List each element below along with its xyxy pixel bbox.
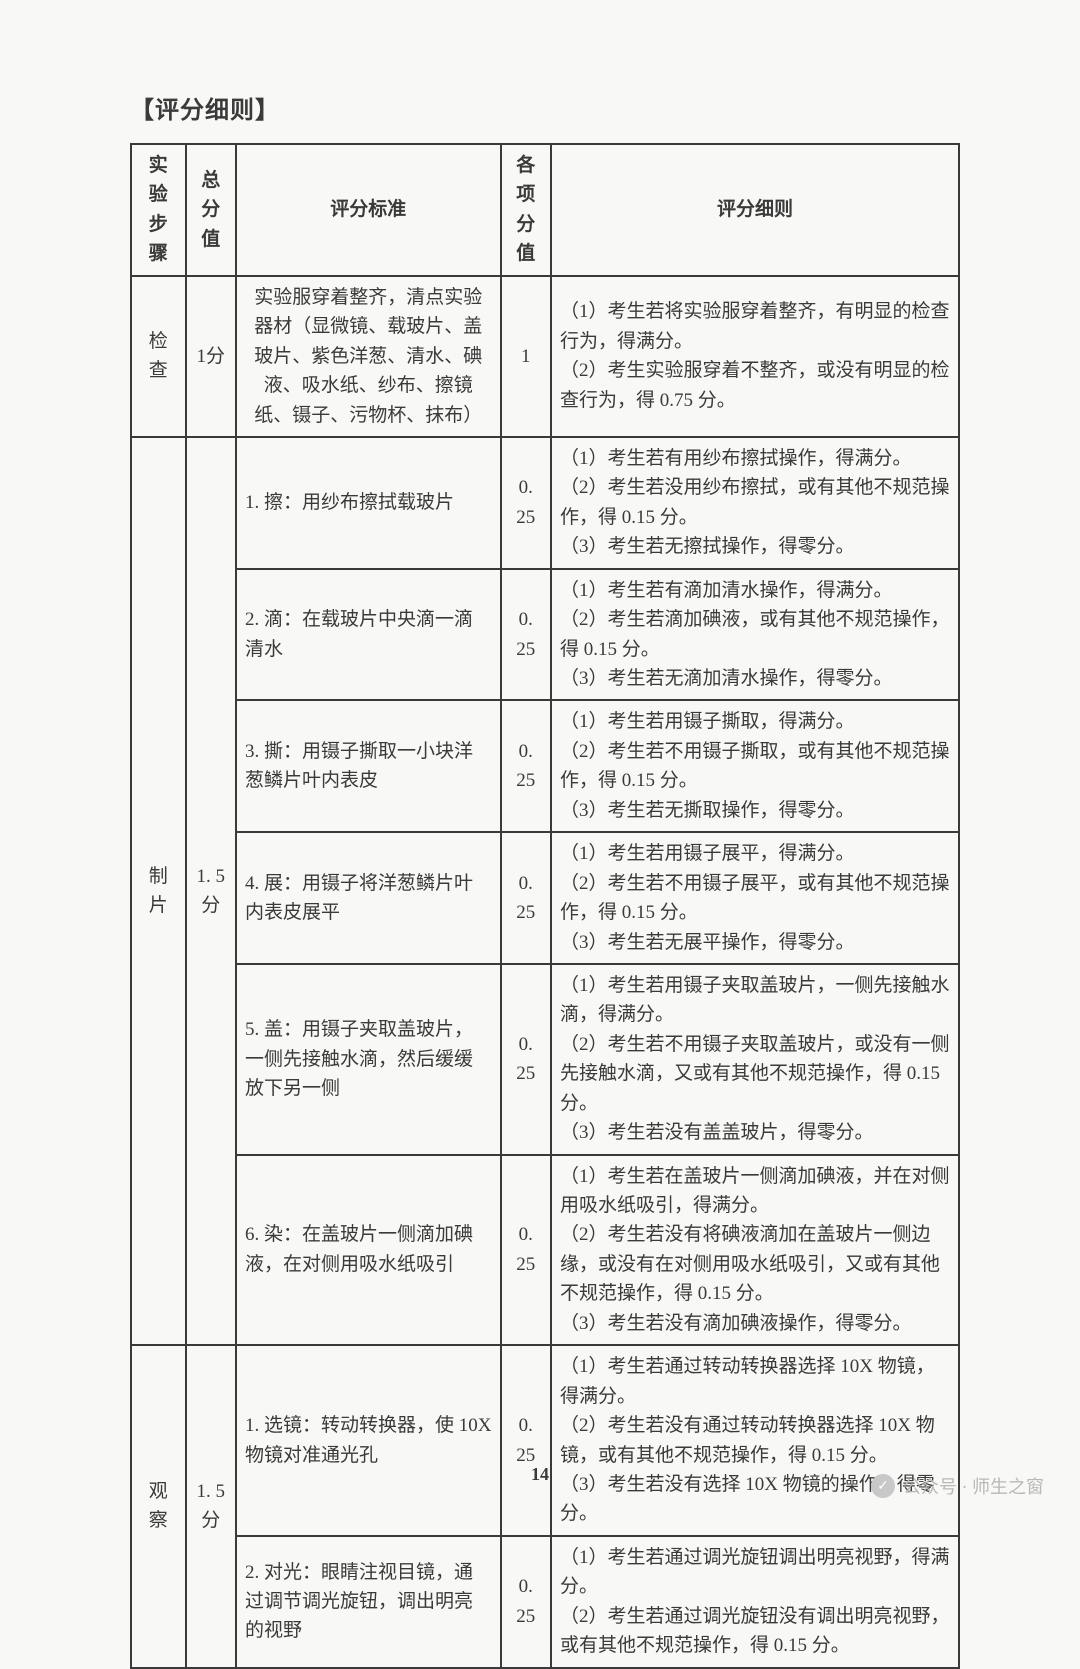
cell-step: 检查: [131, 276, 186, 437]
cell-total: 1. 5 分: [186, 1345, 236, 1667]
cell-standard: 5. 盖：用镊子夹取盖玻片，一侧先接触水滴，然后缓缓放下另一侧: [236, 964, 501, 1155]
cell-standard: 2. 对光：眼睛注视目镜，通过调节调光旋钮，调出明亮的视野: [236, 1536, 501, 1668]
cell-rule: （1）考生若用镊子夹取盖玻片，一侧先接触水滴，得满分。 （2）考生若不用镊子夹取…: [551, 964, 959, 1155]
cell-rule: （1）考生若在盖玻片一侧滴加碘液，并在对侧用吸水纸吸引，得满分。 （2）考生若没…: [551, 1155, 959, 1346]
table-row: 3. 撕：用镊子撕取一小块洋葱鳞片叶内表皮0. 25（1）考生若用镊子撕取，得满…: [131, 700, 959, 832]
cell-standard: 1. 选镜：转动转换器，使 10X 物镜对准通光孔: [236, 1345, 501, 1536]
cell-step: 观察: [131, 1345, 186, 1667]
wechat-icon: ✓: [871, 1474, 895, 1498]
cell-rule: （1）考生若有用纱布擦拭操作，得满分。 （2）考生若没用纱布擦拭，或有其他不规范…: [551, 437, 959, 569]
cell-sub: 0. 25: [501, 569, 551, 701]
cell-rule: （1）考生若有滴加清水操作，得满分。 （2）考生若滴加碘液，或有其他不规范操作，…: [551, 569, 959, 701]
watermark-text: 公众号 · 师生之窗: [903, 1473, 1044, 1499]
cell-sub: 0. 25: [501, 700, 551, 832]
table-row: 制片1. 5 分1. 擦：用纱布擦拭载玻片0. 25（1）考生若有用纱布擦拭操作…: [131, 437, 959, 569]
scoring-table: 实验 步骤 总分 值 评分标准 各项 分值 评分细则 检查1分实验服穿着整齐，清…: [130, 143, 960, 1669]
table-row: 检查1分实验服穿着整齐，清点实验器材（显微镜、载玻片、盖玻片、紫色洋葱、清水、碘…: [131, 276, 959, 437]
cell-sub: 0. 25: [501, 437, 551, 569]
table-row: 5. 盖：用镊子夹取盖玻片，一侧先接触水滴，然后缓缓放下另一侧0. 25（1）考…: [131, 964, 959, 1155]
cell-standard: 6. 染：在盖玻片一侧滴加碘液，在对侧用吸水纸吸引: [236, 1155, 501, 1346]
table-row: 观察1. 5 分1. 选镜：转动转换器，使 10X 物镜对准通光孔0. 25（1…: [131, 1345, 959, 1536]
table-row: 2. 滴：在载玻片中央滴一滴清水0. 25（1）考生若有滴加清水操作，得满分。 …: [131, 569, 959, 701]
table-row: 4. 展：用镊子将洋葱鳞片叶内表皮展平0. 25（1）考生若用镊子展平，得满分。…: [131, 832, 959, 964]
cell-sub: 0. 25: [501, 964, 551, 1155]
cell-total: 1分: [186, 276, 236, 437]
cell-step: 制片: [131, 437, 186, 1345]
cell-standard: 2. 滴：在载玻片中央滴一滴清水: [236, 569, 501, 701]
cell-standard: 实验服穿着整齐，清点实验器材（显微镜、载玻片、盖玻片、紫色洋葱、清水、碘液、吸水…: [236, 276, 501, 437]
header-standard: 评分标准: [236, 144, 501, 276]
header-total: 总分 值: [186, 144, 236, 276]
header-step: 实验 步骤: [131, 144, 186, 276]
table-row: 6. 染：在盖玻片一侧滴加碘液，在对侧用吸水纸吸引0. 25（1）考生若在盖玻片…: [131, 1155, 959, 1346]
cell-rule: （1）考生若用镊子展平，得满分。 （2）考生若不用镊子展平，或有其他不规范操作，…: [551, 832, 959, 964]
cell-sub: 0. 25: [501, 1345, 551, 1536]
watermark: ✓ 公众号 · 师生之窗: [871, 1473, 1044, 1499]
cell-standard: 4. 展：用镊子将洋葱鳞片叶内表皮展平: [236, 832, 501, 964]
header-rule: 评分细则: [551, 144, 959, 276]
cell-sub: 0. 25: [501, 1536, 551, 1668]
cell-rule: （1）考生若用镊子撕取，得满分。 （2）考生若不用镊子撕取，或有其他不规范操作，…: [551, 700, 959, 832]
table-header-row: 实验 步骤 总分 值 评分标准 各项 分值 评分细则: [131, 144, 959, 276]
cell-sub: 0. 25: [501, 1155, 551, 1346]
table-body: 检查1分实验服穿着整齐，清点实验器材（显微镜、载玻片、盖玻片、紫色洋葱、清水、碘…: [131, 276, 959, 1668]
cell-sub: 0. 25: [501, 832, 551, 964]
table-row: 2. 对光：眼睛注视目镜，通过调节调光旋钮，调出明亮的视野0. 25（1）考生若…: [131, 1536, 959, 1668]
cell-rule: （1）考生若通过转动转换器选择 10X 物镜，得满分。 （2）考生若没有通过转动…: [551, 1345, 959, 1536]
cell-total: 1. 5 分: [186, 437, 236, 1345]
cell-standard: 1. 擦：用纱布擦拭载玻片: [236, 437, 501, 569]
cell-standard: 3. 撕：用镊子撕取一小块洋葱鳞片叶内表皮: [236, 700, 501, 832]
header-sub: 各项 分值: [501, 144, 551, 276]
cell-rule: （1）考生若通过调光旋钮调出明亮视野，得满分。 （2）考生若通过调光旋钮没有调出…: [551, 1536, 959, 1668]
page-title: 【评分细则】: [130, 90, 960, 125]
cell-sub: 1: [501, 276, 551, 437]
cell-rule: （1）考生若将实验服穿着整齐，有明显的检查行为，得满分。 （2）考生实验服穿着不…: [551, 276, 959, 437]
